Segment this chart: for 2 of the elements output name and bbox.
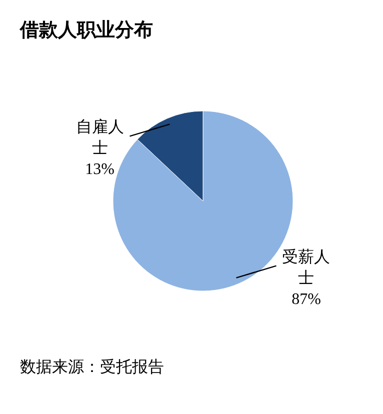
title: 借款人职业分布 [20,20,153,41]
annotation: 数据来源：受托报告 [20,359,164,376]
